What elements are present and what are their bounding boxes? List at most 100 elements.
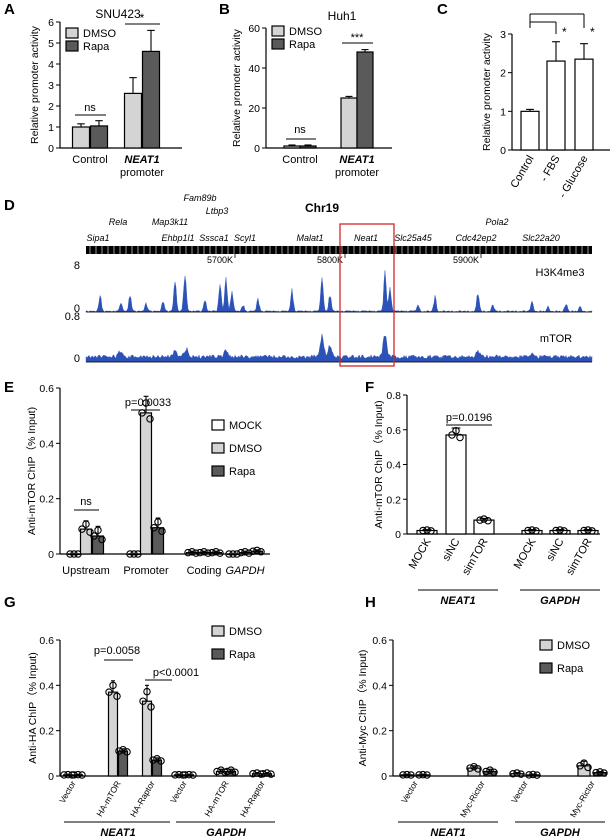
bar-rapa-point: [415, 771, 423, 779]
x-tick-label: Control: [72, 154, 107, 166]
bar-mock-point: [184, 548, 192, 557]
coordinate-label: 5800K: [317, 255, 343, 265]
track-name: mTOR: [540, 333, 572, 345]
track-signal-h3k4me3: [85, 270, 593, 313]
bar-sinc-point: [552, 526, 560, 535]
gene-label: Rela: [109, 217, 128, 227]
panel-letter: F: [365, 379, 374, 396]
bar-sinc-point: [452, 427, 460, 435]
bar-dmso: [141, 700, 153, 777]
y-tick-label: 0: [395, 529, 401, 541]
bar-simtor-point: [484, 516, 492, 525]
x-tick-label: Myc-Rictor: [568, 779, 597, 819]
legend-h-label: DMSO: [557, 640, 590, 652]
group-label: GAPDH: [540, 827, 581, 839]
group-label: GAPDH: [206, 827, 247, 839]
bar-mock-point: [532, 527, 540, 535]
y-tick-label: 0: [381, 771, 387, 783]
y-tick-label: 0.6: [39, 383, 54, 395]
bar-mock: [67, 553, 81, 556]
bar-rapa-point: [115, 747, 123, 755]
bar-dmso-point: [146, 415, 154, 423]
legend-e-swatch: [211, 442, 225, 454]
x-tick-label: MOCK: [407, 536, 434, 571]
x-tick-label: Myc-Rictor: [458, 779, 487, 819]
bar-rapa-point: [267, 770, 275, 778]
panel-d-title: Chr19: [305, 201, 339, 215]
legend-b-swatch: [271, 25, 285, 37]
legend-a-swatch: [65, 40, 79, 52]
x-tick-label: HA-mTOR: [94, 779, 122, 818]
bar-rapa: [209, 552, 223, 555]
bar-dmso: [197, 552, 211, 555]
x-tick-label: HA-mTOR: [202, 779, 230, 818]
y-axis-label: Anti-HA ChIP（% Input): [27, 652, 39, 763]
bar-sinc-point: [456, 433, 464, 442]
bar-mock-point: [70, 550, 78, 558]
bar-dmso-point: [399, 771, 407, 779]
y-tick-label: 0.4: [39, 438, 54, 450]
x-tick-label: Control: [282, 154, 317, 166]
bar-mock-point: [66, 550, 74, 558]
y-tick-label: 0: [48, 143, 54, 155]
sig-label: ***: [351, 32, 365, 44]
bar-fbs: [546, 60, 566, 151]
y-tick-label: 0.4: [372, 680, 387, 692]
bar-mock-point: [130, 550, 138, 558]
y-tick-label: 0.2: [372, 726, 387, 738]
bar-rapa: [416, 774, 430, 777]
y-tick-label: 2: [48, 101, 54, 113]
legend-g-swatch: [211, 648, 225, 660]
bar-rapa-point: [257, 547, 265, 556]
bar-dmso-point: [237, 548, 245, 557]
bar-rapa-point: [249, 547, 257, 555]
bar-dmso-point: [241, 548, 249, 556]
x-tick-label: Promoter: [123, 565, 169, 577]
bar-dmso-point: [213, 767, 221, 776]
bar-dmso-point: [113, 692, 121, 700]
panel-letter: C: [437, 1, 448, 18]
bar-dmso-point: [403, 770, 411, 779]
y-tick-label: 0: [500, 145, 506, 157]
panel-letter: G: [4, 594, 16, 611]
bar-mock-point: [188, 548, 196, 556]
gene-label: Ltbp3: [206, 206, 229, 216]
bar-mock-point: [528, 526, 536, 534]
group-label: GAPDH: [540, 595, 581, 607]
y-tick-label: 0.6: [386, 425, 401, 437]
bar-rapa-point: [185, 770, 193, 779]
bar-rapa-point: [119, 745, 127, 754]
x-tick-label: promoter: [120, 167, 164, 179]
x-tick-label: promoter: [335, 167, 379, 179]
bar-rapa-point: [70, 771, 78, 779]
x-tick-label: siNC: [440, 536, 462, 563]
bar-dmso-point: [584, 763, 592, 772]
x-tick-label: MOCK: [512, 536, 539, 571]
bar-sinc-point: [556, 526, 564, 534]
bar-dmso-point: [466, 764, 474, 772]
bar-rapa-point: [216, 549, 224, 557]
gene-label: Slc22a20: [522, 233, 560, 243]
y-axis-label: Anti-mTOR ChIP（% Input): [26, 407, 38, 535]
bar-mock-point: [229, 550, 237, 558]
y-tick-label: 0.6: [372, 635, 387, 647]
bar-dmso: [283, 145, 301, 149]
bar-rapa-point: [78, 771, 86, 779]
bar-dmso-point: [109, 681, 117, 690]
x-tick-label: Vector: [57, 779, 78, 805]
y-axis-label: Anti-Myc ChIP（% Input): [357, 650, 369, 767]
y-tick-label: 0: [48, 549, 54, 561]
bar-dmso-point: [147, 703, 155, 711]
panel-letter: A: [4, 1, 15, 18]
coordinate-label: 5700K: [207, 255, 233, 265]
gene-label: Slc25a45: [394, 233, 433, 243]
bar-mock-point: [225, 550, 233, 558]
bar-dmso-point: [142, 399, 150, 407]
x-tick-label: HA-Raptor: [238, 779, 267, 819]
bar-dmso-point: [407, 771, 415, 779]
bar-rapa-point: [263, 769, 271, 777]
legend-h-swatch: [539, 662, 553, 674]
bar-control: [520, 110, 540, 151]
x-tick-label: NEAT1: [339, 154, 374, 166]
